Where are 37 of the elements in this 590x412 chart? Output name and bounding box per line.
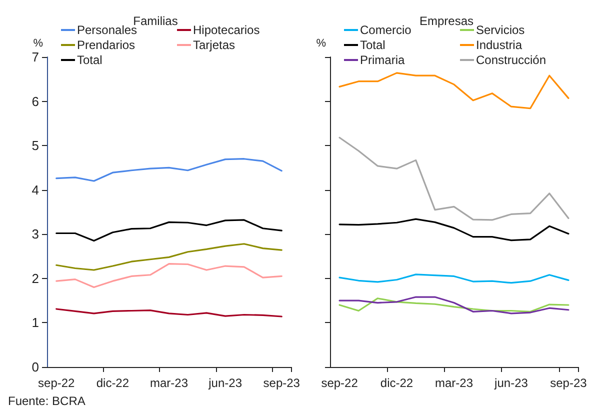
x-tick-label: sep-23 xyxy=(263,376,300,390)
y-tick-label: 7 xyxy=(32,50,39,64)
line-series xyxy=(56,219,282,242)
y-tick-label: 2 xyxy=(32,270,39,286)
y-tick-label: 6 xyxy=(32,94,39,109)
y-tick-label: 1 xyxy=(32,315,39,330)
legend-label: Prendarios xyxy=(77,38,136,52)
y-tick-label: 0 xyxy=(32,360,39,374)
x-tick-label: sep-23 xyxy=(550,376,588,390)
legend-label: Construcción xyxy=(476,53,546,67)
y-tick-label: 3 xyxy=(32,226,39,242)
x-tick-label: mar-23 xyxy=(434,376,474,390)
x-tick-label: dic-22 xyxy=(380,376,414,390)
legend-label: Comercio xyxy=(360,23,412,37)
source-note: Fuente: BCRA xyxy=(8,394,86,408)
line-series xyxy=(56,158,282,182)
line-series xyxy=(56,243,282,271)
x-tick-label: sep-22 xyxy=(321,376,358,390)
legend-label: Total xyxy=(360,38,386,52)
line-series xyxy=(56,308,282,318)
x-tick-label: dic-22 xyxy=(96,376,130,390)
x-tick-label: jun-23 xyxy=(494,376,528,390)
legend-label: Tarjetas xyxy=(193,38,236,52)
legend-label: Servicios xyxy=(476,23,525,37)
line-series xyxy=(56,263,282,288)
legend-label: Primaria xyxy=(360,53,405,67)
y-axis-title: % xyxy=(316,38,326,50)
y-tick-label: 5 xyxy=(32,138,39,154)
x-tick-label: jun-23 xyxy=(208,376,242,390)
legend-label: Industria xyxy=(476,38,522,52)
x-tick-label: mar-23 xyxy=(150,376,188,390)
chart-title: Empresas xyxy=(419,14,474,28)
legend-label: Total xyxy=(77,53,102,67)
y-axis-title: % xyxy=(33,38,44,50)
x-tick-label: sep-22 xyxy=(38,376,76,390)
legend-label: Hipotecarios xyxy=(193,23,260,37)
y-tick-label: 4 xyxy=(32,182,39,198)
